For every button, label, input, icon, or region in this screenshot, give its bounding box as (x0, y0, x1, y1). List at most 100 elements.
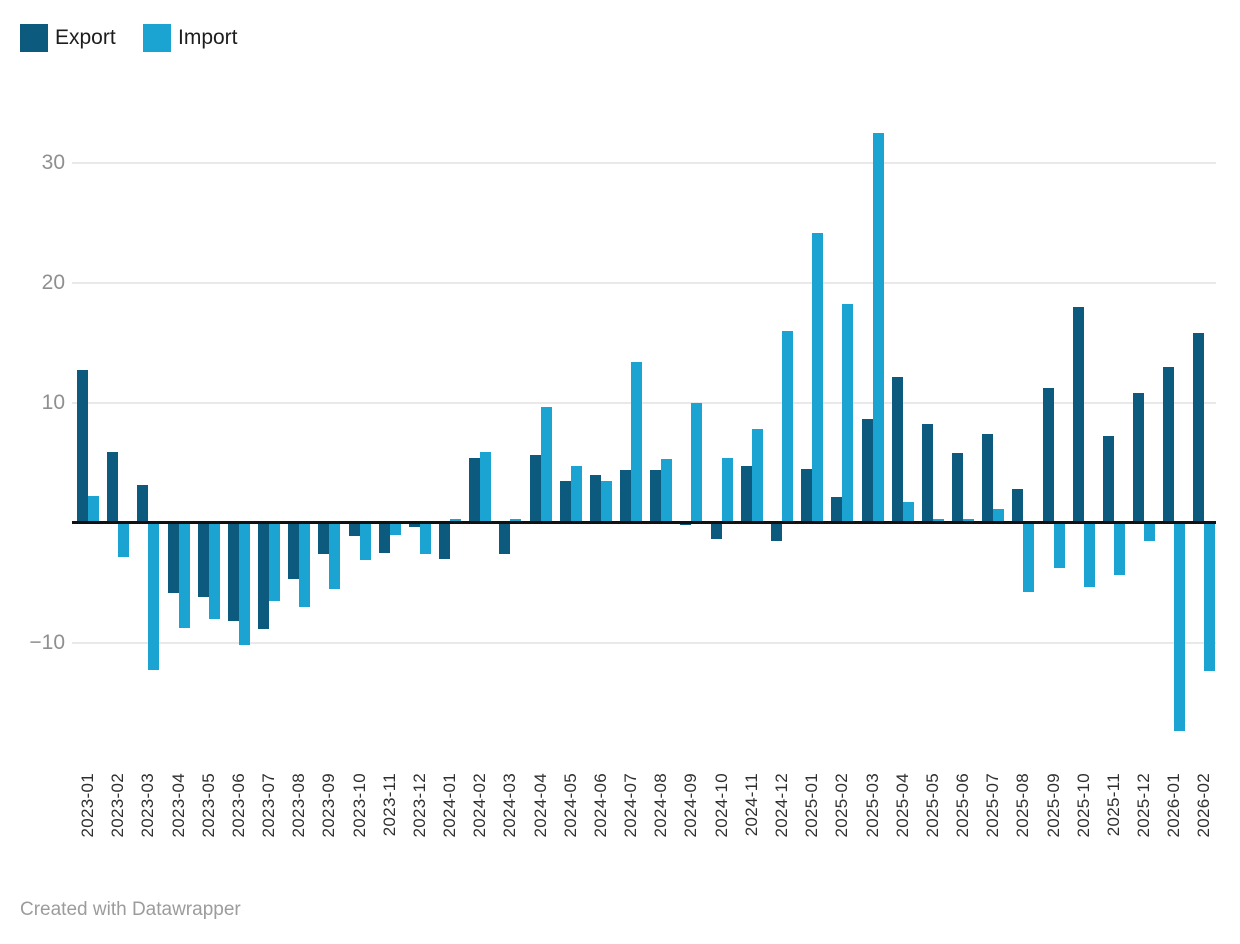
x-axis-label-2023-05: 2023-05 (198, 773, 218, 838)
legend-item-export[interactable]: Export (20, 24, 116, 52)
x-axis-label-2024-06: 2024-06 (590, 773, 610, 838)
bar-export-2023-05[interactable] (197, 522, 209, 597)
bar-export-2023-01[interactable] (77, 370, 88, 523)
x-axis-label-2025-10: 2025-10 (1073, 773, 1093, 838)
x-axis-label-2023-09: 2023-09 (319, 773, 339, 838)
bar-import-2023-10[interactable] (359, 522, 371, 560)
bar-import-2023-03[interactable] (148, 522, 160, 671)
x-axis-label-2025-06: 2025-06 (953, 773, 973, 838)
bar-export-2025-03[interactable] (861, 419, 873, 523)
bar-import-2024-08[interactable] (661, 458, 673, 523)
bar-import-2024-09[interactable] (691, 402, 703, 523)
gridline-y-20 (72, 281, 1216, 284)
bar-import-2023-04[interactable] (178, 522, 190, 629)
bar-export-2024-10[interactable] (710, 522, 722, 540)
x-axis-label-2023-12: 2023-12 (409, 773, 429, 838)
bar-import-2023-09[interactable] (329, 522, 341, 589)
bar-export-2023-03[interactable] (137, 485, 149, 523)
bar-import-2024-05[interactable] (570, 466, 582, 523)
bar-export-2024-01[interactable] (439, 522, 451, 559)
legend-item-import[interactable]: Import (143, 24, 238, 52)
x-axis-label-2024-09: 2024-09 (681, 773, 701, 838)
bar-export-2023-10[interactable] (348, 522, 360, 536)
bar-import-2025-09[interactable] (1053, 522, 1065, 569)
bar-import-2023-11[interactable] (389, 522, 401, 535)
bar-export-2023-11[interactable] (378, 522, 390, 553)
x-axis-label-2025-11: 2025-11 (1103, 773, 1123, 837)
legend-swatch-export (20, 24, 48, 52)
bar-export-2023-06[interactable] (227, 522, 239, 621)
x-axis-label-2023-10: 2023-10 (349, 773, 369, 838)
legend-swatch-import (143, 24, 171, 52)
bar-export-2024-11[interactable] (740, 466, 752, 523)
bar-export-2025-02[interactable] (831, 497, 843, 523)
bar-export-2023-07[interactable] (258, 522, 270, 630)
bar-import-2024-03[interactable] (510, 518, 522, 523)
bar-import-2024-02[interactable] (480, 451, 492, 523)
bar-export-2025-11[interactable] (1102, 436, 1114, 523)
x-axis-label-2023-06: 2023-06 (228, 773, 248, 838)
bar-export-2023-04[interactable] (167, 522, 179, 594)
bar-import-2023-02[interactable] (118, 522, 130, 558)
bar-export-2023-02[interactable] (107, 451, 119, 523)
bar-import-2024-11[interactable] (751, 428, 763, 523)
x-axis-label-2024-11: 2024-11 (741, 773, 761, 837)
bar-export-2023-08[interactable] (288, 522, 300, 579)
bar-export-2024-02[interactable] (469, 457, 481, 523)
bar-export-2025-10[interactable] (1072, 306, 1084, 523)
bar-export-2024-04[interactable] (529, 455, 541, 523)
bar-import-2024-07[interactable] (631, 361, 643, 523)
bar-import-2023-08[interactable] (299, 522, 311, 607)
bar-import-2024-12[interactable] (781, 330, 793, 523)
bar-import-2023-12[interactable] (419, 522, 431, 554)
bar-import-2023-01[interactable] (88, 496, 99, 523)
bar-export-2023-09[interactable] (318, 522, 330, 554)
bar-export-2025-06[interactable] (952, 452, 964, 523)
x-axis-label-2025-12: 2025-12 (1134, 773, 1154, 838)
bar-import-2024-01[interactable] (450, 518, 462, 523)
bar-export-2024-12[interactable] (770, 522, 782, 541)
x-axis-label-2024-03: 2024-03 (500, 773, 520, 838)
bar-export-2025-01[interactable] (801, 468, 813, 523)
bar-export-2025-04[interactable] (891, 377, 903, 523)
bar-import-2023-06[interactable] (238, 522, 250, 645)
bar-export-2024-08[interactable] (650, 469, 662, 523)
attribution-text: Created with Datawrapper (20, 899, 241, 920)
bar-export-2025-07[interactable] (982, 433, 994, 523)
bar-export-2026-02[interactable] (1193, 332, 1205, 523)
bar-import-2023-07[interactable] (269, 522, 281, 601)
bar-export-2024-07[interactable] (620, 469, 632, 523)
bar-export-2025-12[interactable] (1133, 392, 1145, 523)
bar-export-2025-05[interactable] (921, 424, 933, 523)
bar-import-2025-01[interactable] (812, 233, 824, 523)
bar-import-2025-07[interactable] (993, 509, 1005, 523)
bar-import-2024-06[interactable] (600, 480, 612, 523)
x-axis-label-2025-04: 2025-04 (892, 773, 912, 838)
bar-import-2025-02[interactable] (842, 304, 854, 523)
bar-import-2023-05[interactable] (208, 522, 220, 619)
bar-import-2025-05[interactable] (932, 518, 944, 523)
x-axis-label-2024-10: 2024-10 (711, 773, 731, 838)
bar-import-2025-06[interactable] (963, 518, 975, 523)
bar-export-2025-09[interactable] (1042, 388, 1054, 523)
bar-import-2025-04[interactable] (902, 502, 914, 523)
bar-export-2024-05[interactable] (559, 480, 571, 523)
bar-import-2025-12[interactable] (1144, 522, 1156, 541)
x-axis-label-2025-07: 2025-07 (983, 773, 1003, 838)
bar-import-2024-10[interactable] (721, 457, 733, 523)
bar-import-2025-10[interactable] (1083, 522, 1095, 588)
bar-import-2025-08[interactable] (1023, 522, 1035, 593)
bar-export-2024-03[interactable] (499, 522, 511, 554)
x-axis-label-2023-02: 2023-02 (108, 773, 128, 838)
bar-import-2026-02[interactable] (1204, 522, 1216, 672)
bar-export-2023-12[interactable] (408, 522, 420, 528)
bar-export-2024-06[interactable] (589, 474, 601, 523)
bar-import-2026-01[interactable] (1174, 522, 1186, 732)
bar-import-2025-03[interactable] (872, 132, 884, 523)
bar-export-2025-08[interactable] (1012, 488, 1024, 523)
x-axis-label-2024-05: 2024-05 (560, 773, 580, 838)
bar-import-2024-04[interactable] (540, 407, 552, 523)
bar-import-2025-11[interactable] (1113, 522, 1125, 576)
bar-export-2026-01[interactable] (1163, 366, 1175, 523)
